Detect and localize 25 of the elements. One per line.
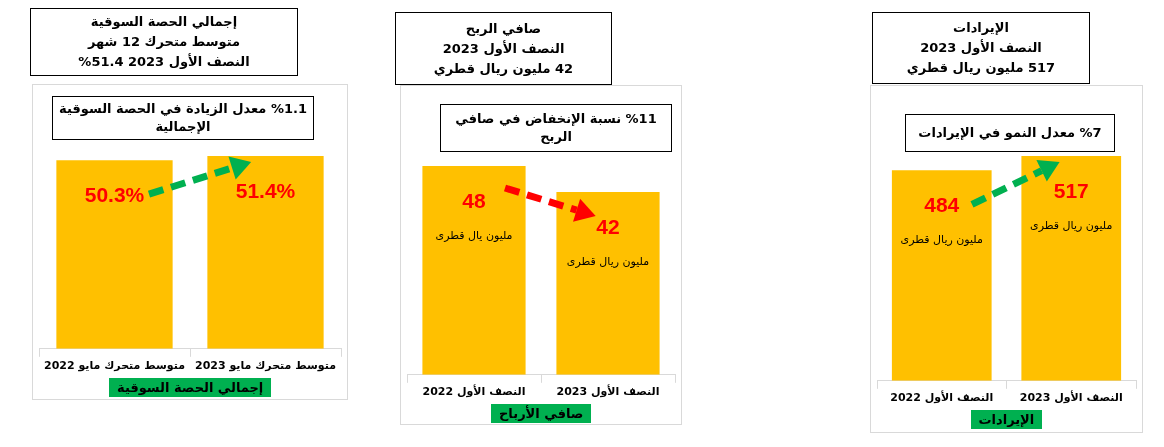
x-tick-label: متوسط متحرك مايو 2022 (43, 359, 186, 373)
x-axis-title: صافي الأرباح (491, 404, 592, 423)
chart-subtitle: %1.1 معدل الزيادة في الحصة السوقية الإجمالية (52, 96, 314, 140)
data-label: 484 (924, 193, 960, 217)
annotation: مليون يال قطرى (435, 228, 513, 242)
data-label: 51.4% (235, 178, 296, 202)
data-label: 42 (596, 214, 620, 238)
x-tick-label: النصف الأول 2022 (890, 390, 994, 405)
x-axis-title: إجمالي الحصة السوقية (109, 378, 272, 397)
x-tick-label: النصف الأول 2022 (422, 384, 526, 399)
x-tick-label: متوسط متحرك مايو 2023 (194, 359, 337, 373)
chart-subtitle: %11 نسبة الإنخفاض في صافي الربح (440, 104, 672, 152)
data-label: 50.3% (84, 182, 145, 206)
data-label: 48 (462, 188, 486, 212)
chart-subtitle: %7 معدل النمو في الإيرادات (905, 114, 1115, 152)
chart-title: الإيرادات النصف الأول 2023 517 مليون ريال قطري (872, 12, 1090, 84)
data-label: 517 (1053, 178, 1089, 202)
x-tick-label: النصف الأول 2023 (556, 384, 660, 399)
annotation: مليون ريال قطرى (900, 233, 983, 247)
chart-title: صافي الربح النصف الأول 2023 42 مليون ريال قطري (395, 12, 612, 85)
annotation: مليون ريال قطرى (1030, 218, 1113, 232)
annotation: مليون ريال قطرى (566, 254, 650, 268)
x-axis-title: الإيرادات (970, 410, 1043, 429)
x-tick-label: النصف الأول 2023 (1019, 390, 1123, 405)
chart-title: إجمالي الحصة السوقية متوسط متحرك 12 شهر النصف الأول 2023 51.4% (30, 8, 298, 76)
